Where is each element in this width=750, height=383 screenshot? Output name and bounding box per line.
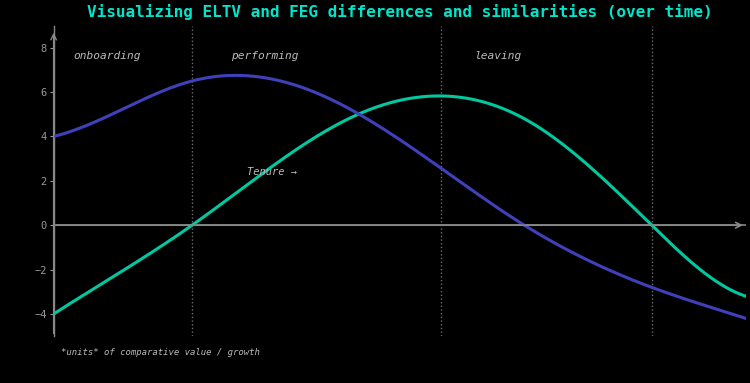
- Text: *units* of comparative value / growth: *units* of comparative value / growth: [61, 348, 260, 357]
- Text: performing: performing: [231, 51, 298, 61]
- Text: onboarding: onboarding: [73, 51, 140, 61]
- Text: leaving: leaving: [475, 51, 522, 61]
- Title: Visualizing ELTV and FEG differences and similarities (over time): Visualizing ELTV and FEG differences and…: [87, 4, 712, 20]
- Text: Tenure →: Tenure →: [248, 167, 298, 177]
